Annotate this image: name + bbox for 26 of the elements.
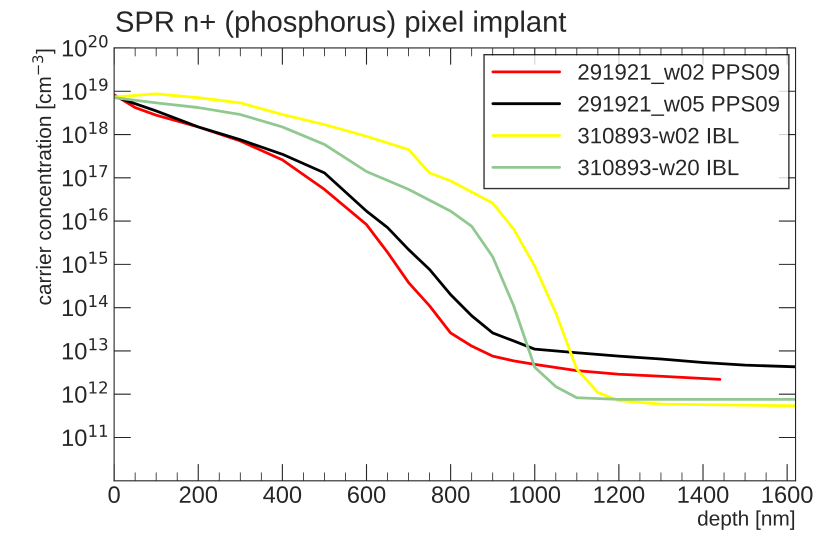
x-tick-label: 1600 [762, 486, 812, 503]
y-tick-label: 10$^{16}$ [62, 208, 108, 230]
y-tick-label: 10$^{12}$ [62, 381, 107, 403]
legend-label: 291921_w05 PPS09 [578, 96, 779, 116]
y-tick-label: 10$^{14}$ [62, 294, 108, 316]
y-tick-label: 10$^{11}$ [62, 424, 108, 446]
x-axis-title: depth [nm] [698, 510, 794, 530]
x-tick-label: 1400 [678, 486, 728, 503]
x-tick-label: 0 [108, 486, 120, 503]
y-tick-label: 10$^{15}$ [62, 252, 108, 274]
legend-label: 310893-w20 IBL [578, 160, 738, 176]
x-tick-label: 400 [263, 486, 302, 503]
y-tick-label: 10$^{19}$ [62, 78, 108, 100]
y-tick-label: 10$^{13}$ [62, 338, 108, 360]
x-tick-label: 1200 [594, 486, 644, 503]
x-tick-label: 200 [180, 486, 218, 503]
y-tick-label: 10$^{20}$ [62, 35, 108, 57]
y-tick-label: 10$^{17}$ [62, 165, 108, 186]
y-axis-title: carrier concentration [cm$^{−3}$] [32, 50, 56, 305]
y-tick-label: 10$^{18}$ [62, 122, 108, 144]
legend-label: 291921_w02 PPS09 [578, 64, 779, 84]
legend-label: 310893-w02 IBL [578, 128, 738, 144]
x-tick-label: 800 [432, 486, 470, 503]
x-tick-label: 1000 [510, 486, 560, 503]
x-tick-label: 600 [348, 486, 386, 503]
chart-title: SPR n+ (phosphorus) pixel implant [116, 10, 566, 38]
